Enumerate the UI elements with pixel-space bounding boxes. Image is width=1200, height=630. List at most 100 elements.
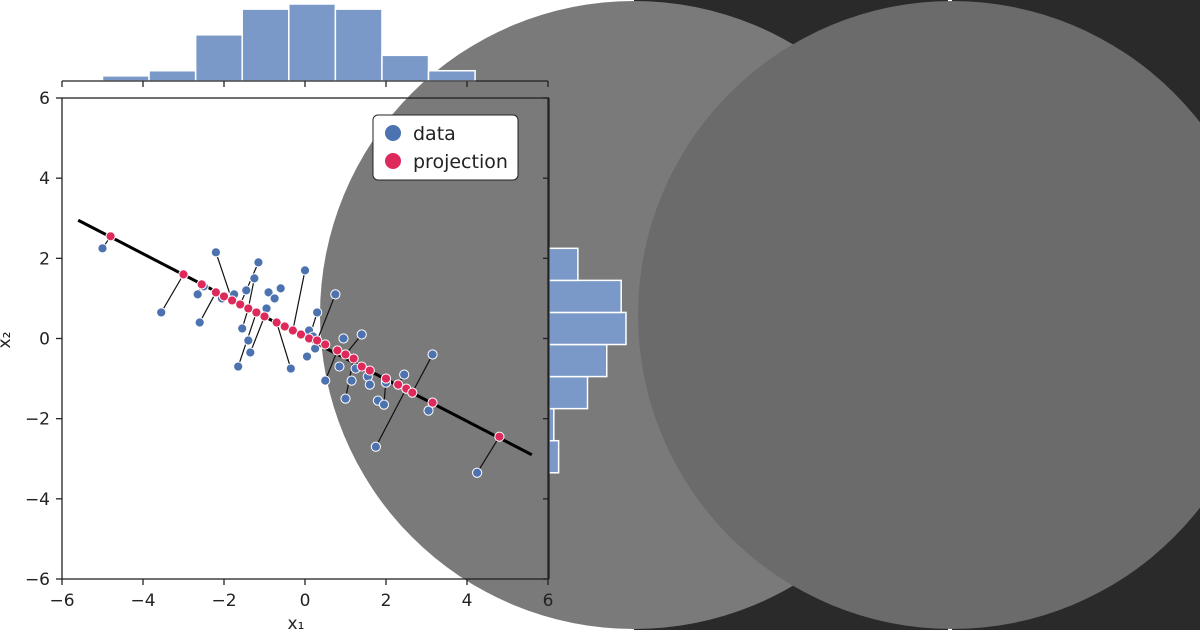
projection-point <box>407 387 418 398</box>
projection-point <box>312 335 323 346</box>
x-hist-bar <box>194 34 243 82</box>
right-panels <box>320 0 1200 630</box>
projection-link <box>292 270 306 331</box>
projection-point <box>393 379 404 390</box>
y-hist-bar <box>548 407 555 442</box>
projection-point <box>287 325 298 336</box>
legend-box <box>372 114 519 181</box>
data-point <box>356 329 367 340</box>
y-hist-bar <box>548 343 608 378</box>
data-point <box>249 273 260 284</box>
data-point <box>364 379 375 390</box>
data-point <box>340 393 351 404</box>
data-point <box>156 307 167 318</box>
projection-point <box>271 317 282 328</box>
projection-point <box>380 373 392 384</box>
projection-point <box>295 329 307 340</box>
x-tick-label: 0 <box>300 591 311 611</box>
projection-point <box>235 299 246 310</box>
y-tick-label: −2 <box>25 410 50 430</box>
x-tick-label: 2 <box>381 591 392 611</box>
legend-label-projection: projection <box>413 151 508 173</box>
data-point <box>263 287 274 298</box>
x-hist-bar <box>241 8 290 82</box>
data-point <box>370 441 381 452</box>
projection-link <box>160 274 185 313</box>
projection-point <box>279 321 290 332</box>
projection-link <box>411 354 434 393</box>
projection-point <box>105 231 116 242</box>
y-hist-bar <box>548 439 560 474</box>
projection-point <box>348 353 359 364</box>
data-point <box>241 285 252 296</box>
data-point <box>192 289 203 300</box>
y-hist-bar <box>548 279 622 314</box>
x-hist-bar <box>381 54 430 82</box>
y-hist-bar <box>548 375 589 410</box>
x-tick-label: −6 <box>49 591 74 611</box>
data-point <box>378 399 390 410</box>
x-tick-label: 4 <box>462 591 473 611</box>
data-point <box>210 247 221 258</box>
data-point <box>237 323 248 334</box>
projection-link <box>199 292 217 323</box>
projection-point <box>218 291 230 302</box>
projection-link <box>375 388 407 448</box>
projection-link <box>249 316 266 353</box>
x-tick-label: −2 <box>211 591 236 611</box>
data-point <box>334 361 345 372</box>
y-hist-bar <box>548 247 579 282</box>
x-marginal-histogram <box>101 3 476 82</box>
y-tick-label: 6 <box>39 89 50 109</box>
legend-marker-projection <box>385 153 401 169</box>
x-hist-bar <box>334 8 383 82</box>
data-point <box>233 361 244 372</box>
projection-point <box>210 287 221 298</box>
projection-point <box>259 311 270 322</box>
data-point <box>243 335 254 346</box>
data-point <box>427 349 438 360</box>
y-hist-bar <box>548 311 627 346</box>
projection-points <box>105 231 505 442</box>
y-tick-label: 4 <box>39 169 50 189</box>
projection-link <box>316 294 336 341</box>
data-point <box>320 375 331 386</box>
x-hist-bar <box>101 75 150 82</box>
y-marginal-histogram <box>548 247 627 474</box>
data-point <box>97 243 108 254</box>
x-hist-bar <box>427 69 476 82</box>
x-axis-ticks: −6 −4 −2 0 2 4 6 <box>49 579 553 611</box>
data-point <box>245 347 256 358</box>
data-point <box>346 375 357 386</box>
y-tick-label: −4 <box>25 490 50 510</box>
projection-link <box>276 322 292 369</box>
top-hist-ticks <box>61 81 549 87</box>
projection-point <box>364 365 375 376</box>
data-point <box>330 289 341 300</box>
projection-point <box>320 339 331 350</box>
projection-link <box>215 252 233 301</box>
projection-link <box>239 262 259 305</box>
y-tick-label: −6 <box>25 570 50 590</box>
data-point <box>399 369 410 380</box>
legend-label-data: data <box>413 123 456 145</box>
data-point <box>423 405 434 416</box>
projection-point <box>427 397 438 408</box>
projection-point <box>332 345 343 356</box>
y-axis-label: x₂ <box>0 332 15 349</box>
data-point <box>312 307 323 318</box>
x-axis-label: x₁ <box>288 614 305 630</box>
data-point <box>253 257 264 268</box>
data-point <box>194 317 205 328</box>
projection-point <box>227 295 238 306</box>
dark-panel-2-half-disc <box>638 1 1200 629</box>
data-point <box>299 265 311 276</box>
projection-link <box>324 350 338 381</box>
projection-point <box>196 279 207 290</box>
y-tick-label: 0 <box>39 330 50 350</box>
projection-point <box>340 349 351 360</box>
projection-point <box>356 361 367 372</box>
data-point <box>472 467 483 478</box>
x-hist-bar <box>148 69 197 82</box>
